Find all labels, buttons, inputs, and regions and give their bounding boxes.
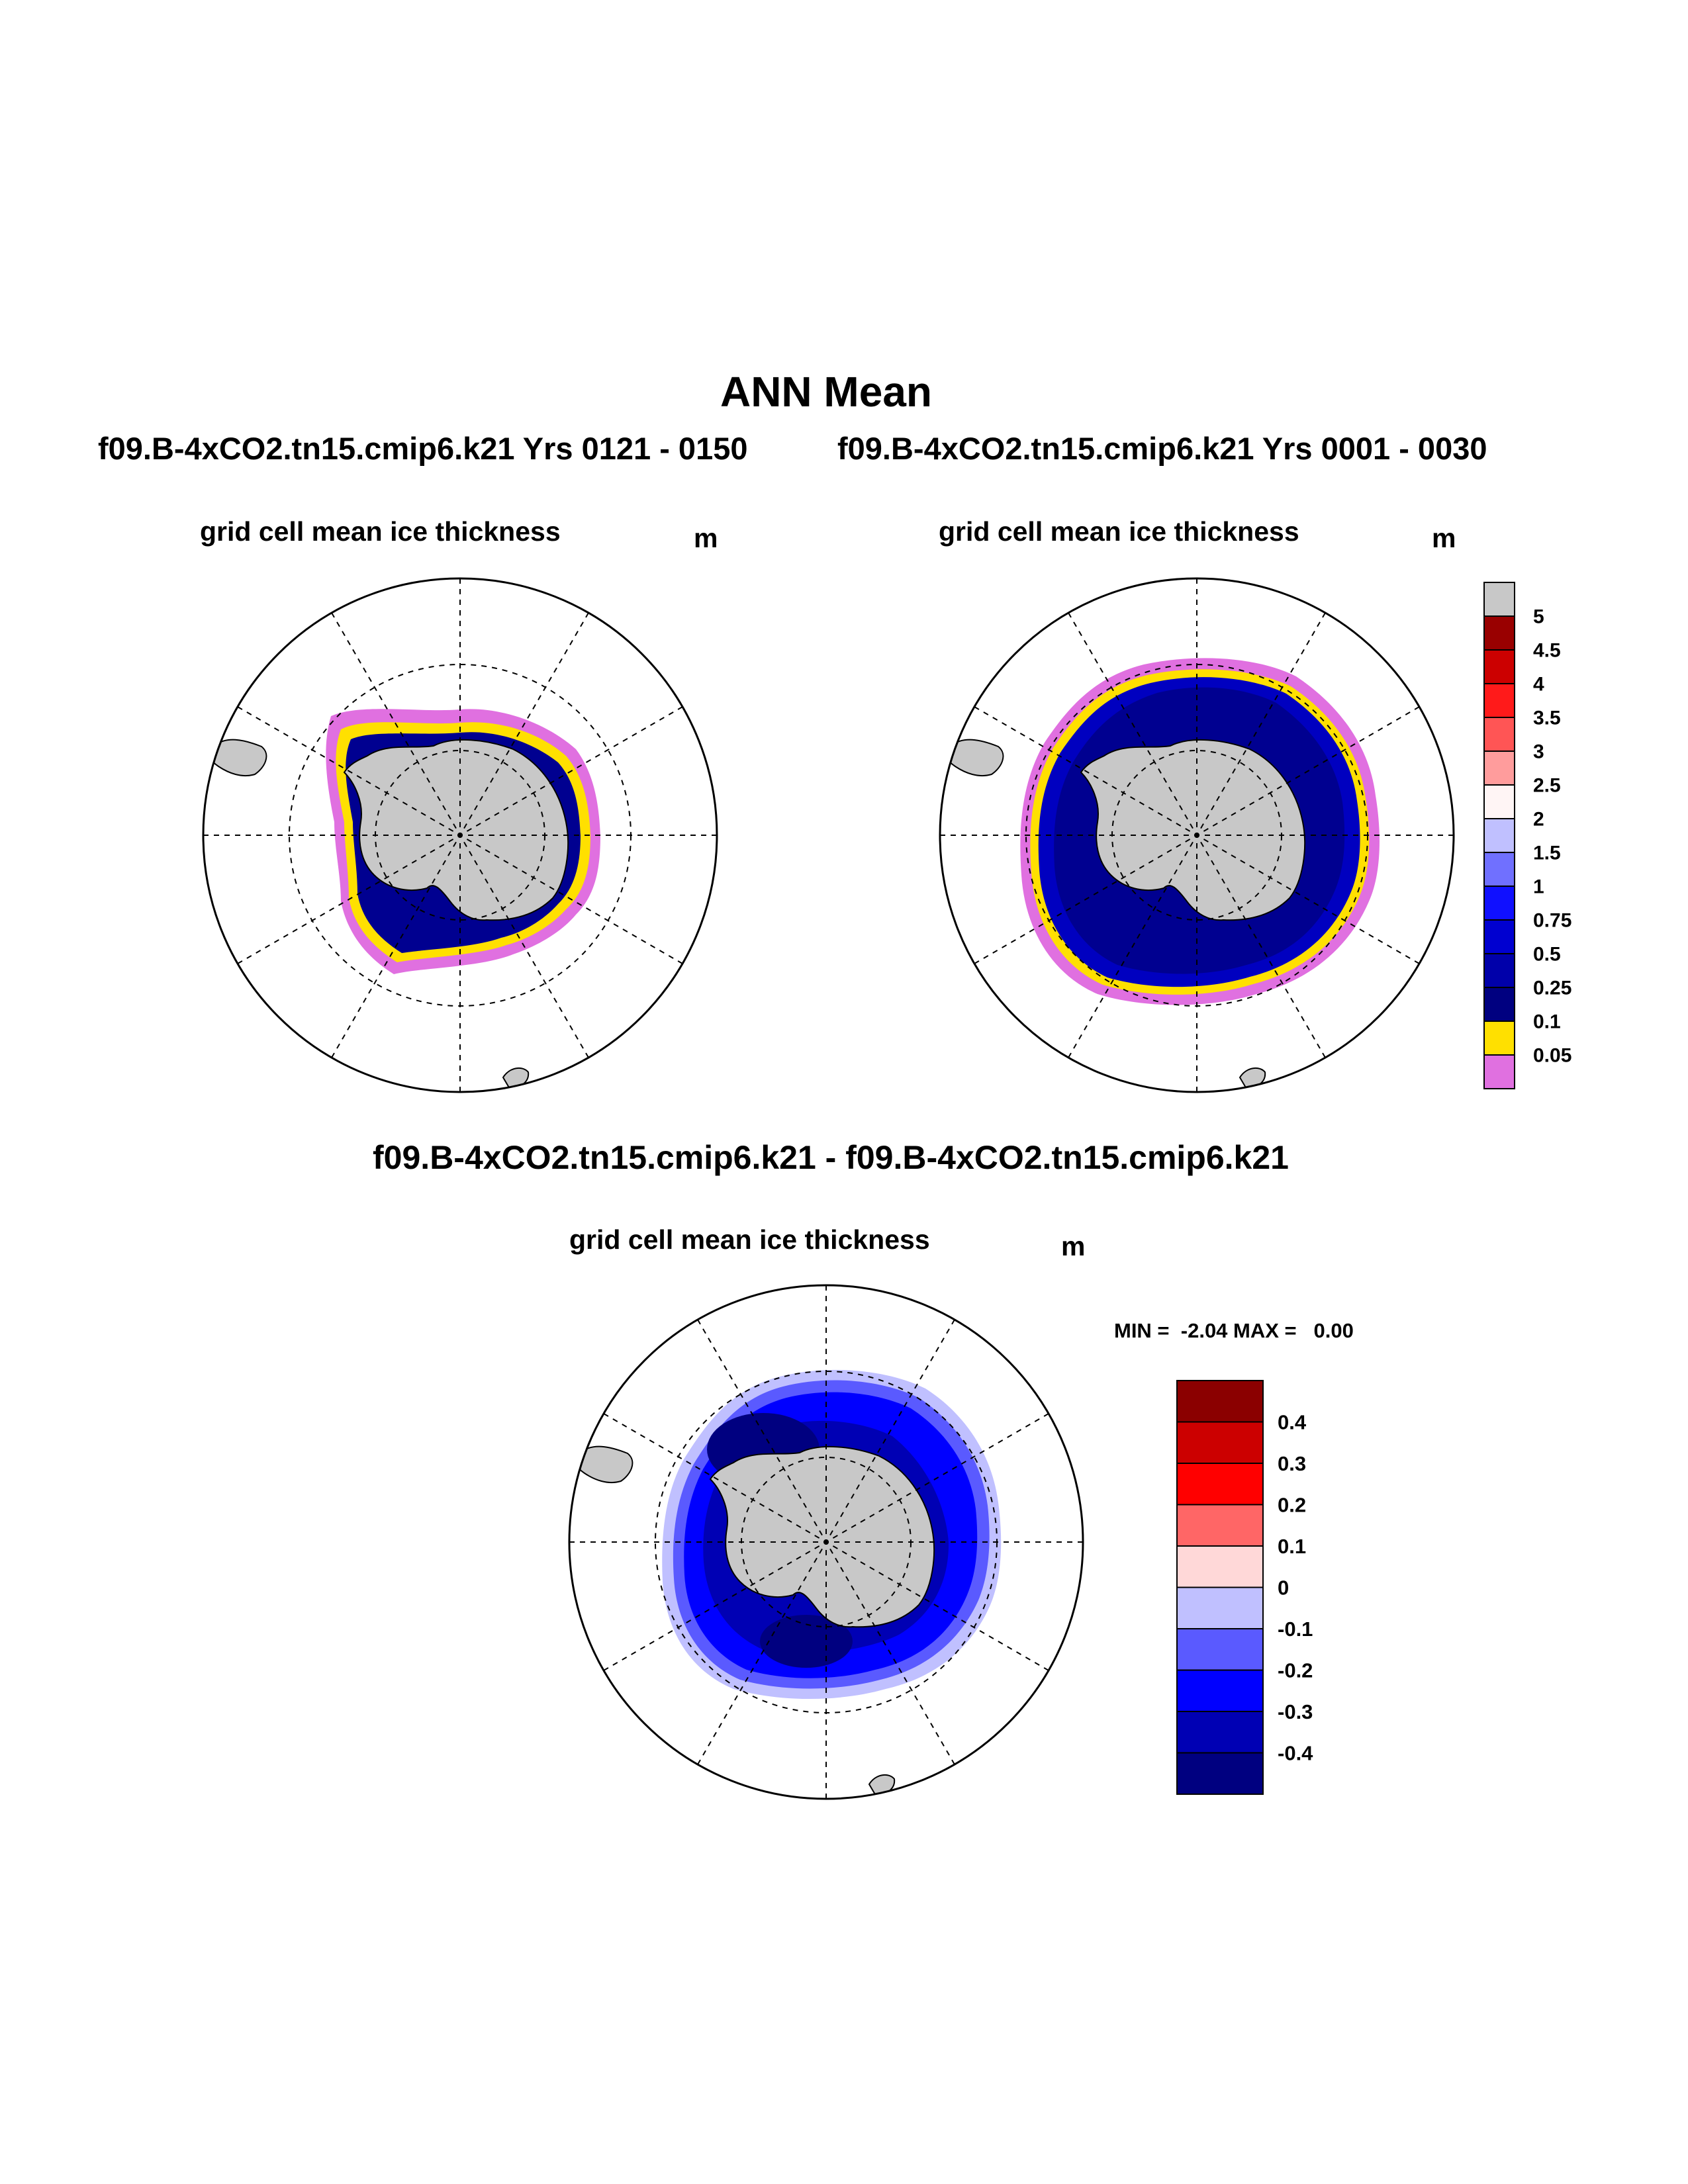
page-title: ANN Mean <box>720 368 933 416</box>
colorbar-difference-swatch <box>1176 1669 1264 1712</box>
left-map-border <box>202 577 718 1093</box>
colorbar-difference-swatch <box>1176 1421 1264 1464</box>
left-panel-variable: grid cell mean ice thickness <box>200 516 561 547</box>
right-polar-map <box>939 577 1455 1093</box>
left-panel-units: m <box>694 523 718 553</box>
colorbar-thickness-label: 2.5 <box>1533 775 1561 797</box>
colorbar-thickness-label: 0.5 <box>1533 944 1561 966</box>
colorbar-difference: 0.4 0.3 0.2 0.1 0 -0.1 -0.2 -0.3 -0.4 <box>1176 1380 1313 1795</box>
colorbar-thickness-swatch <box>1483 919 1515 954</box>
left-polar-map <box>202 577 718 1093</box>
colorbar-difference-label: 0.1 <box>1278 1535 1306 1558</box>
colorbar-thickness-label: 3 <box>1533 741 1544 763</box>
colorbar-thickness-label: 2 <box>1533 809 1544 831</box>
colorbar-thickness-label: 3.5 <box>1533 707 1561 729</box>
case-subtitle-right: f09.B-4xCO2.tn15.cmip6.k21 Yrs 0001 - 00… <box>837 431 1487 466</box>
right-map-border <box>939 577 1455 1093</box>
diff-south-america-land <box>575 1445 633 1484</box>
colorbar-thickness-swatch <box>1483 582 1515 617</box>
right-antarctica-land <box>1080 739 1306 921</box>
left-grid-lines <box>203 578 717 1092</box>
left-antarctica-land <box>343 739 569 921</box>
diff-panel-units: m <box>1061 1231 1086 1261</box>
case-subtitle-left: f09.B-4xCO2.tn15.cmip6.k21 Yrs 0121 - 01… <box>98 431 748 466</box>
colorbar-difference-label: -0.1 <box>1278 1617 1313 1641</box>
colorbar-thickness-label: 4 <box>1533 674 1544 696</box>
colorbar-difference-swatch <box>1176 1628 1264 1671</box>
colorbar-thickness-swatch <box>1483 683 1515 718</box>
colorbar-thickness-swatch <box>1483 953 1515 988</box>
left-south-america-land <box>209 739 267 777</box>
diff-map-border <box>568 1284 1084 1800</box>
diff-ice-darkest-ross <box>760 1615 853 1668</box>
colorbar-difference-swatch <box>1176 1545 1264 1588</box>
colorbar-difference-label: -0.3 <box>1278 1700 1313 1723</box>
colorbar-thickness-swatch <box>1483 886 1515 921</box>
colorbar-thickness-swatch <box>1483 717 1515 752</box>
colorbar-thickness-swatch <box>1483 784 1515 819</box>
colorbar-thickness-swatch <box>1483 987 1515 1022</box>
colorbar-difference-label: -0.4 <box>1278 1741 1313 1764</box>
colorbar-thickness-label: 4.5 <box>1533 640 1561 662</box>
colorbar-thickness-label: 0.1 <box>1533 1011 1561 1033</box>
colorbar-difference-swatch <box>1176 1463 1264 1506</box>
right-panel-units: m <box>1432 523 1456 553</box>
diff-antarctica-land <box>709 1445 935 1628</box>
colorbar-thickness-label: 0.05 <box>1533 1045 1571 1067</box>
colorbar-difference-label: 0.4 <box>1278 1410 1307 1433</box>
diff-grid-lines <box>569 1285 1083 1799</box>
colorbar-thickness-label: 1 <box>1533 876 1544 898</box>
diff-title: f09.B-4xCO2.tn15.cmip6.k21 - f09.B-4xCO2… <box>373 1139 1289 1176</box>
right-south-america-land <box>945 739 1004 777</box>
colorbar-difference-swatch <box>1176 1752 1264 1795</box>
colorbar-difference-swatch <box>1176 1586 1264 1629</box>
right-panel-variable: grid cell mean ice thickness <box>939 516 1299 547</box>
colorbar-difference-label: 0.2 <box>1278 1493 1306 1516</box>
colorbar-thickness: 5 4.5 4 3.5 3 2.5 2 1.5 1 0.75 0.5 0.25 0.1 0.05 <box>1483 582 1571 1089</box>
diff-min-max: MIN = -2.04 MAX = 0.00 <box>1114 1319 1354 1342</box>
colorbar-thickness-swatch <box>1483 649 1515 684</box>
right-grid-lines <box>940 578 1454 1092</box>
colorbar-thickness-swatch <box>1483 1021 1515 1056</box>
colorbar-difference-swatch <box>1176 1380 1264 1423</box>
colorbar-thickness-label: 0.25 <box>1533 978 1571 999</box>
colorbar-difference-label: -0.2 <box>1278 1659 1313 1682</box>
colorbar-thickness-swatch <box>1483 615 1515 651</box>
colorbar-thickness-swatch <box>1483 1054 1515 1089</box>
colorbar-difference-swatch <box>1176 1504 1264 1547</box>
colorbar-difference-label: 0.3 <box>1278 1452 1306 1475</box>
colorbar-difference-swatch <box>1176 1711 1264 1754</box>
diff-polar-map <box>568 1284 1084 1800</box>
colorbar-thickness-swatch <box>1483 751 1515 786</box>
colorbar-thickness-label: 0.75 <box>1533 910 1571 932</box>
colorbar-thickness-label: 5 <box>1533 606 1544 628</box>
diff-panel-variable: grid cell mean ice thickness <box>569 1224 930 1255</box>
colorbar-thickness-swatch <box>1483 818 1515 853</box>
colorbar-thickness-label: 1.5 <box>1533 842 1561 864</box>
colorbar-difference-label: 0 <box>1278 1576 1289 1599</box>
colorbar-thickness-swatch <box>1483 852 1515 887</box>
